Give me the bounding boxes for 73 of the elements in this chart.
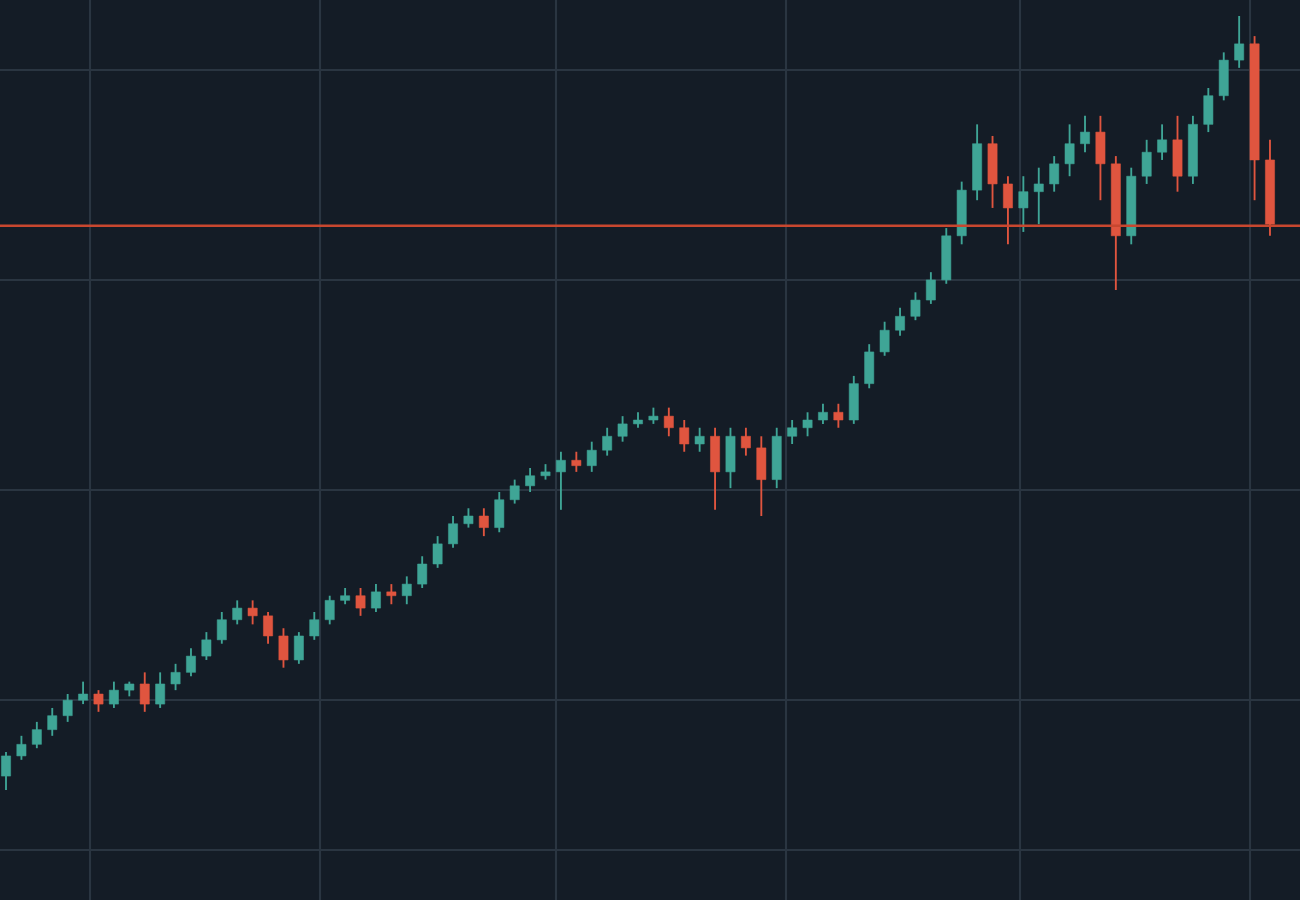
candlestick [93,689,104,713]
candlestick [663,406,674,438]
candlestick [771,426,782,490]
candlestick [201,631,212,661]
candlestick [1218,51,1229,102]
candlestick [972,123,983,202]
candlestick [741,426,751,457]
candlestick [910,291,921,322]
candlestick [78,680,88,706]
candlestick [509,478,520,505]
candlestick [1141,138,1152,185]
candlestick [432,535,443,569]
candlestick [293,631,304,665]
candlestick [525,467,535,493]
candlestick [1018,175,1029,233]
candlestick [1157,123,1167,161]
candlestick [1003,175,1013,246]
candlestick [725,426,736,490]
candlestick [1033,166,1044,226]
candlestick [710,426,720,511]
candlestick [1234,15,1245,69]
candlestick [155,671,166,709]
candlestick [401,575,412,606]
candlestick [216,611,227,645]
candlestick [602,426,613,457]
candlestick [879,320,890,357]
candlestick [586,440,597,473]
candlestick [31,720,42,750]
candlestick [247,599,258,626]
candlestick [1,751,11,791]
candlestick [694,426,705,453]
candlestick [417,555,428,589]
candlestick [170,662,181,692]
candlestick [787,419,798,445]
candlestick [494,491,505,534]
candlestick [309,611,320,641]
candlestick [987,135,998,209]
candlestick [956,180,967,246]
candlestick [47,707,58,737]
candlestick [186,647,196,678]
candlestick [371,583,381,613]
candlestick [679,419,690,453]
candlestick [1172,114,1183,193]
candlestick [278,627,289,669]
candlestick [232,599,243,626]
candlestick [1064,123,1075,178]
candlestick [941,227,952,285]
candlestick [139,671,150,713]
candlestick [16,734,27,761]
candlestick [571,450,582,473]
candlestick [833,402,844,429]
candlestick [386,583,397,606]
candlestick [263,611,273,645]
candlestick [1080,114,1090,154]
candlestick [324,594,335,626]
candlestick [62,693,73,723]
candlestick [556,450,566,511]
candlestick [1049,155,1060,193]
candlestick [617,415,628,443]
candlestick [925,271,936,305]
candlestick [802,411,813,438]
candlestick [448,515,458,549]
candlestick [818,402,828,425]
candlestick [463,507,474,529]
candlestick [1095,114,1106,202]
candlestick [478,507,489,538]
candlestick [864,343,875,390]
candlestick [1203,87,1214,134]
candlestick [848,374,859,425]
candlestick [355,587,366,617]
candlestick [109,680,119,709]
candlestick [756,435,767,517]
candlestick [895,306,905,337]
